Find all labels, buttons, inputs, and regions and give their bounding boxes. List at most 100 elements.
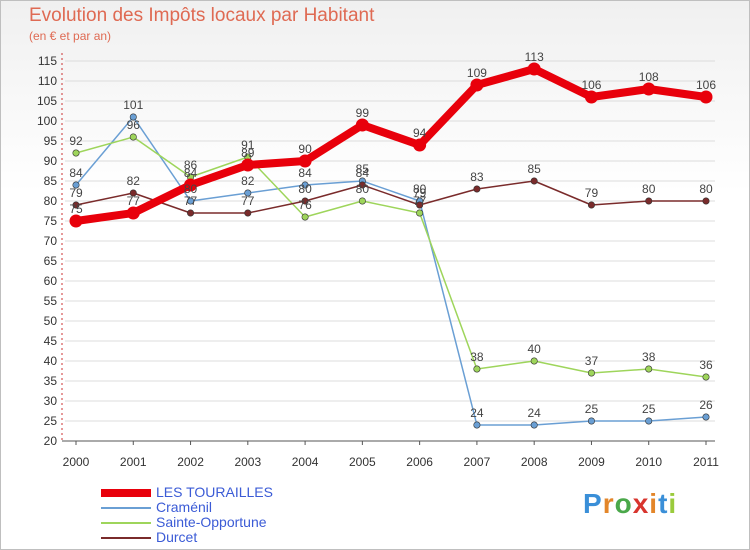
y-tick-label: 85 — [44, 174, 58, 188]
data-point — [413, 138, 427, 152]
y-tick-label: 70 — [44, 234, 58, 248]
chart-subtitle: (en € et par an) — [29, 29, 112, 43]
x-tick-label: 2001 — [120, 455, 147, 469]
data-label: 92 — [69, 134, 83, 148]
data-point — [129, 113, 137, 121]
y-tick-label: 80 — [44, 194, 58, 208]
axes — [61, 53, 715, 442]
data-labels: 75 77 84 89 90 99 94 109 113 106 108 106 84 101 80 82 84… — [69, 50, 716, 420]
legend-swatch — [101, 537, 151, 539]
y-tick-label: 110 — [38, 74, 57, 88]
series-sainte-opportune — [72, 133, 710, 381]
data-point — [584, 90, 598, 104]
data-point — [184, 178, 198, 192]
data-point — [126, 206, 140, 220]
legend-swatch — [101, 489, 151, 497]
data-point — [241, 158, 255, 172]
x-tick-label: 2003 — [234, 455, 261, 469]
data-label: 79 — [413, 186, 427, 200]
data-point — [69, 214, 83, 228]
data-point — [470, 78, 484, 92]
series-line — [75, 180, 707, 214]
data-label: 38 — [470, 350, 484, 364]
data-point — [699, 90, 713, 104]
x-tick-label: 2004 — [292, 455, 319, 469]
data-label: 89 — [241, 146, 255, 160]
data-point — [72, 181, 80, 189]
data-label: 86 — [184, 158, 198, 172]
data-label: 84 — [69, 166, 83, 180]
data-label: 109 — [467, 66, 487, 80]
data-point — [301, 181, 309, 189]
legend-swatch — [101, 507, 151, 509]
x-tick-label: 2009 — [578, 455, 605, 469]
grid-lines — [65, 60, 715, 442]
legend-label: Sainte-Opportune — [156, 514, 267, 530]
data-point — [473, 365, 481, 373]
data-label: 77 — [413, 194, 427, 208]
data-point — [645, 197, 653, 205]
data-label: 26 — [699, 398, 713, 412]
y-tick-label: 75 — [44, 214, 58, 228]
data-label: 40 — [528, 342, 542, 356]
data-label: 106 — [581, 78, 601, 92]
data-point — [645, 417, 653, 425]
data-point — [530, 357, 538, 365]
series-durcet — [72, 177, 710, 217]
legend-label: Durcet — [156, 529, 198, 545]
data-label: 80 — [642, 182, 656, 196]
data-point — [530, 421, 538, 429]
y-tick-label: 100 — [37, 114, 57, 128]
data-label: 85 — [528, 162, 542, 176]
data-label: 24 — [528, 406, 542, 420]
data-point — [530, 177, 538, 185]
data-label: 76 — [298, 198, 312, 212]
data-label: 77 — [127, 194, 141, 208]
data-label: 80 — [184, 182, 198, 196]
data-point — [587, 201, 595, 209]
data-label: 80 — [413, 182, 427, 196]
y-tick-label: 60 — [44, 274, 58, 288]
x-tick-label: 2008 — [521, 455, 548, 469]
data-label: 77 — [184, 194, 198, 208]
data-label: 96 — [127, 118, 141, 132]
data-point — [702, 373, 710, 381]
series-les-tourailles — [69, 62, 713, 228]
data-label: 84 — [356, 166, 370, 180]
series-group — [69, 62, 713, 429]
legend-swatch — [101, 522, 151, 524]
x-tick-label: 2000 — [63, 455, 90, 469]
data-label: 79 — [69, 186, 83, 200]
data-label: 38 — [642, 350, 656, 364]
y-tick-label: 95 — [44, 134, 58, 148]
data-point — [244, 209, 252, 217]
x-tick-label: 2011 — [693, 455, 719, 469]
data-label: 25 — [585, 402, 599, 416]
y-tick-label: 50 — [44, 314, 58, 328]
data-point — [587, 417, 595, 425]
data-label: 75 — [69, 202, 83, 216]
data-point — [416, 201, 424, 209]
data-point — [527, 62, 541, 76]
x-tick-label: 2005 — [349, 455, 376, 469]
data-point — [129, 133, 137, 141]
x-axis-ticks: 2000 2001 2002 2003 2004 2005 2006 2007 2008 2009… — [63, 441, 719, 469]
data-label: 80 — [699, 182, 713, 196]
y-tick-label: 25 — [44, 414, 58, 428]
data-point — [187, 197, 195, 205]
data-label: 91 — [241, 138, 255, 152]
data-label: 82 — [127, 174, 141, 188]
logo-letter: P — [583, 488, 603, 519]
data-label: 101 — [123, 98, 143, 112]
data-label: 84 — [184, 166, 198, 180]
data-label: 85 — [356, 162, 370, 176]
data-point — [301, 197, 309, 205]
x-tick-label: 2006 — [406, 455, 433, 469]
data-point — [416, 209, 424, 217]
chart-title: Evolution des Impôts locaux par Habitant — [29, 5, 375, 26]
data-point — [358, 197, 366, 205]
data-point — [129, 189, 137, 197]
data-point — [72, 149, 80, 157]
data-label: 37 — [585, 354, 599, 368]
line-chart: 20 25 30 35 40 45 50 55 60 65 70 75 80 85 90 95 100 105 11… — [37, 50, 719, 469]
